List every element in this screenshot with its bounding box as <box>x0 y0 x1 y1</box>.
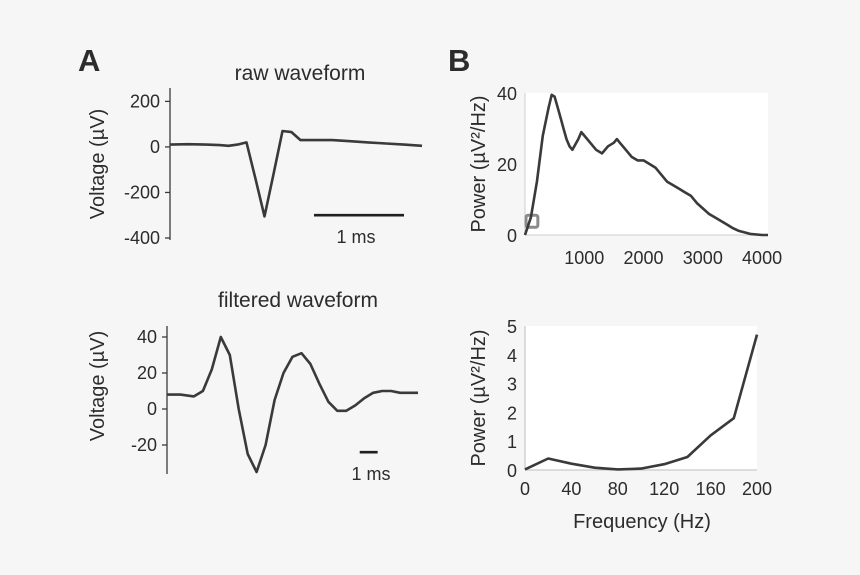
scale-bar-label: 1 ms <box>336 227 375 247</box>
series-line <box>523 93 768 237</box>
chart-title: filtered waveform <box>218 289 378 312</box>
panel-b-label: B <box>448 43 470 78</box>
x-tick-label: 4000 <box>742 248 782 268</box>
y-axis-label: Power (µV²/Hz) <box>468 329 490 466</box>
y-tick-label: 1 <box>507 432 517 452</box>
series-line <box>169 129 423 218</box>
y-tick-label: 3 <box>507 375 517 395</box>
x-tick-label: 2000 <box>624 248 664 268</box>
y-tick-label: 5 <box>507 317 517 337</box>
x-tick-label: 80 <box>608 479 628 499</box>
plot-area <box>525 326 757 470</box>
series-line <box>524 334 759 471</box>
x-tick-label: 40 <box>561 479 581 499</box>
y-tick-label: 200 <box>130 91 160 111</box>
y-tick-label: 0 <box>150 137 160 157</box>
raw-waveform-chart: 200 0 -200 -400 raw waveform Voltage (µV) 1 ms <box>87 62 423 248</box>
series-line <box>167 335 418 474</box>
y-tick-label: -400 <box>124 228 160 248</box>
x-tick-label: 1000 <box>564 248 604 268</box>
x-axis-label: Frequency (Hz) <box>573 511 711 533</box>
y-tick-label: -200 <box>124 182 160 202</box>
y-tick-label: 2 <box>507 403 517 423</box>
y-tick-label: 40 <box>497 84 517 104</box>
x-tick-label: 200 <box>742 479 772 499</box>
y-tick-label: 40 <box>137 327 157 347</box>
x-tick-label: 120 <box>649 479 679 499</box>
plot-area <box>525 93 768 235</box>
x-tick-label: 3000 <box>683 248 723 268</box>
panel-a-label: A <box>78 43 100 78</box>
y-tick-label: 20 <box>137 363 157 383</box>
power-spectrum-zoom-chart: 0 1 2 3 4 5 0 40 80 120 160 200 Power (µV²/Hz) Freque… <box>468 317 772 533</box>
power-spectrum-full-chart: 0 20 40 1000 2000 3000 4000 Power (µV²/Hz) <box>468 84 782 268</box>
y-tick-label: 4 <box>507 346 517 366</box>
y-axis-label: Voltage (µV) <box>87 109 109 219</box>
y-axis-label: Power (µV²/Hz) <box>468 95 490 232</box>
y-axis-label: Voltage (µV) <box>87 331 109 441</box>
y-tick-label: 0 <box>507 226 517 246</box>
filtered-waveform-chart: 40 20 0 -20 filtered waveform Voltage (µV) 1 m… <box>87 289 418 484</box>
chart-title: raw waveform <box>235 62 366 85</box>
y-tick-label: 20 <box>497 155 517 175</box>
x-tick-label: 0 <box>520 479 530 499</box>
y-tick-label: -20 <box>131 435 157 455</box>
x-tick-label: 160 <box>696 479 726 499</box>
y-tick-label: 0 <box>507 461 517 481</box>
scale-bar-label: 1 ms <box>351 464 390 484</box>
y-tick-label: 0 <box>147 399 157 419</box>
